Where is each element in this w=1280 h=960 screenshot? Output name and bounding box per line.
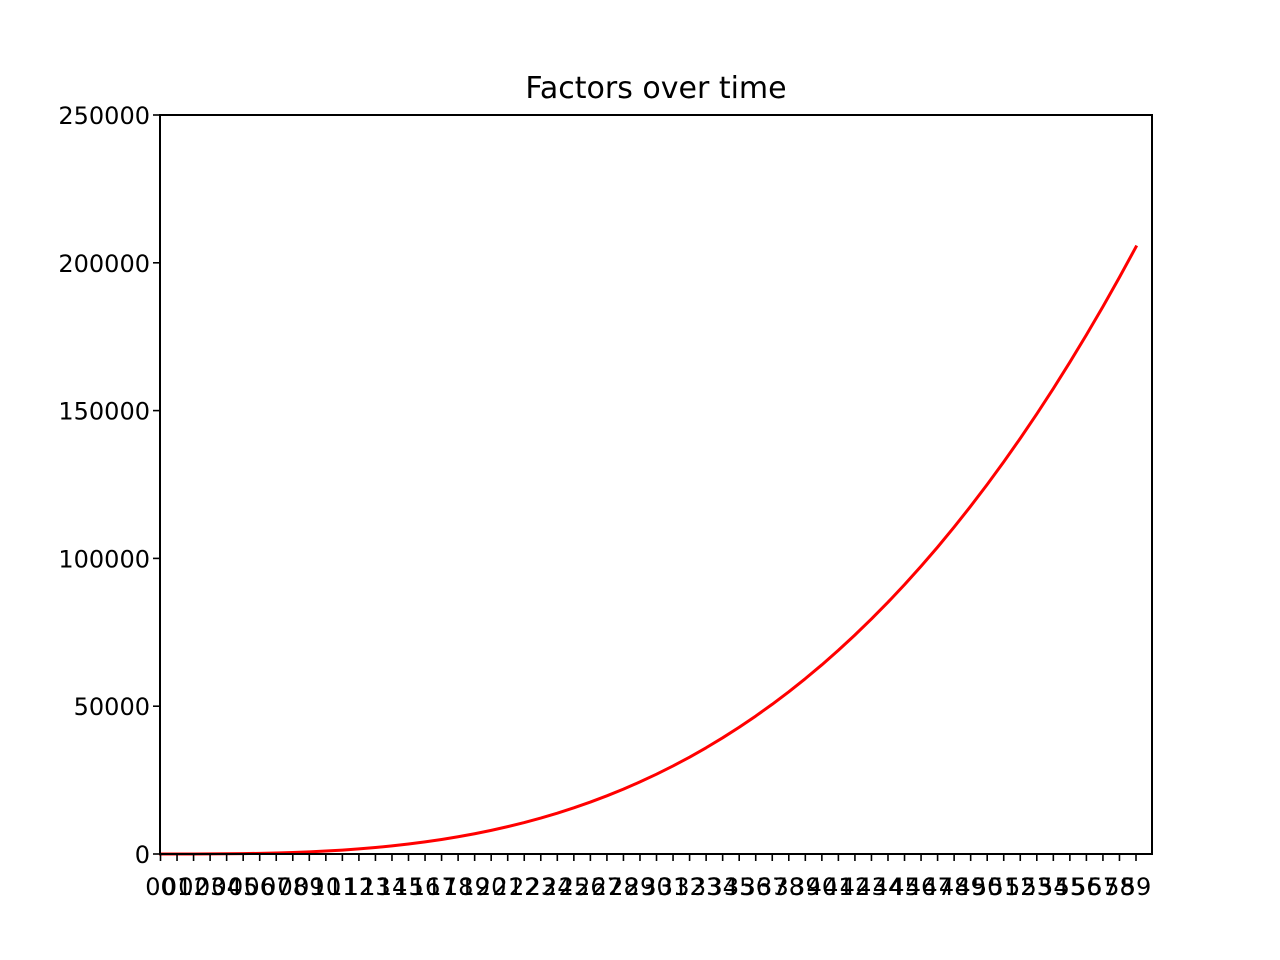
x-axis: 0001020304050607080910111213141516171819… — [145, 854, 1151, 901]
x-tick-label: 27 — [592, 873, 623, 901]
x-tick-label: 04 — [211, 873, 242, 901]
x-tick-label: 21 — [492, 873, 523, 901]
x-tick-label: 35 — [724, 873, 755, 901]
x-tick-label: 36 — [740, 873, 771, 901]
axes-frame — [159, 114, 1153, 855]
x-tick-label: 37 — [757, 873, 788, 901]
x-tick-label: 25 — [559, 873, 590, 901]
x-tick-label: 33 — [691, 873, 722, 901]
x-tick-label: 49 — [955, 873, 986, 901]
plot-area — [159, 244, 1139, 856]
x-tick-label: 32 — [674, 873, 705, 901]
chart-title: Factors over time — [525, 71, 786, 106]
x-tick-label: 22 — [509, 873, 540, 901]
x-tick-label: 16 — [410, 873, 441, 901]
x-tick-label: 08 — [277, 873, 308, 901]
x-tick-label: 30 — [641, 873, 672, 901]
x-tick-label: 40 — [807, 873, 838, 901]
x-tick-label: 47 — [922, 873, 953, 901]
x-tick-label: 39 — [790, 873, 821, 901]
x-tick-label: 55 — [1055, 873, 1086, 901]
y-tick-label: 250000 — [58, 102, 150, 130]
x-tick-label: 02 — [178, 873, 209, 901]
x-tick-label: 01 — [162, 873, 193, 901]
x-tick-label: 57 — [1088, 873, 1119, 901]
x-tick-label: 28 — [608, 873, 639, 901]
x-tick-label: 54 — [1038, 873, 1069, 901]
y-axis: 0 50000 100000 150000 200000 250000 — [58, 102, 160, 869]
x-tick-label: 12 — [344, 873, 375, 901]
x-tick-label: 13 — [360, 873, 391, 901]
x-tick-label: 56 — [1071, 873, 1102, 901]
series-line-0 — [159, 244, 1139, 856]
x-tick-label: 45 — [889, 873, 920, 901]
y-tick-label: 150000 — [58, 398, 150, 426]
x-tick-label: 03 — [195, 873, 226, 901]
x-tick-label: 31 — [658, 873, 689, 901]
x-tick-label: 53 — [1022, 873, 1053, 901]
x-tick-label: 11 — [327, 873, 358, 901]
x-tick-label: 59 — [1121, 873, 1152, 901]
x-tick-label: 46 — [906, 873, 937, 901]
x-tick-label: 23 — [526, 873, 557, 901]
x-tick-label: 24 — [542, 873, 573, 901]
x-tick-label: 42 — [840, 873, 871, 901]
x-tick-label: 17 — [426, 873, 457, 901]
x-tick-label: 07 — [261, 873, 292, 901]
x-tick-label: 29 — [625, 873, 656, 901]
x-tick-label: 10 — [311, 873, 342, 901]
x-tick-label: 00 — [145, 873, 176, 901]
y-tick-label: 0 — [135, 841, 150, 869]
x-tick-label: 19 — [459, 873, 490, 901]
x-tick-label: 44 — [873, 873, 904, 901]
x-tick-label: 50 — [972, 873, 1003, 901]
x-tick-label: 18 — [443, 873, 474, 901]
x-tick-label: 34 — [707, 873, 738, 901]
x-tick-label: 51 — [988, 873, 1019, 901]
x-tick-label: 26 — [575, 873, 606, 901]
x-tick-label: 43 — [856, 873, 887, 901]
y-tick-label: 50000 — [74, 693, 150, 721]
y-tick-label: 200000 — [58, 250, 150, 278]
y-tick-label: 100000 — [58, 545, 150, 573]
x-tick-label: 52 — [1005, 873, 1036, 901]
x-tick-label: 58 — [1104, 873, 1135, 901]
x-tick-label: 20 — [476, 873, 507, 901]
x-tick-label: 41 — [823, 873, 854, 901]
x-tick-label: 09 — [294, 873, 325, 901]
x-tick-label: 38 — [774, 873, 805, 901]
x-tick-label: 15 — [393, 873, 424, 901]
x-tick-label: 05 — [228, 873, 259, 901]
x-tick-label: 14 — [377, 873, 408, 901]
x-tick-label: 48 — [939, 873, 970, 901]
x-tick-label: 06 — [244, 873, 275, 901]
